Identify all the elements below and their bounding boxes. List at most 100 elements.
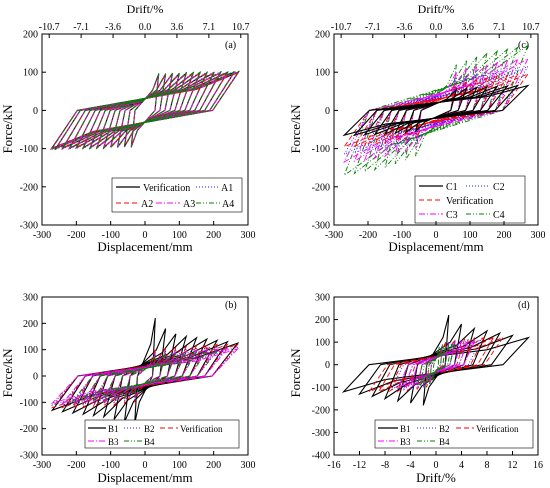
x-tick-label: 4: [459, 460, 464, 471]
hysteresis-loop: [68, 70, 222, 151]
legend-box: [374, 419, 534, 449]
y-tick-label: 200: [23, 319, 38, 330]
panel-label: (c): [518, 40, 529, 51]
y-tick-label: 200: [23, 30, 38, 41]
x-tick-label: -300: [33, 460, 51, 471]
hysteresis-loop: [102, 351, 188, 401]
hysteresis-loop: [123, 73, 167, 148]
legend-text-a3: A3: [183, 199, 195, 210]
y-tick-label: 300: [23, 293, 38, 304]
x-tick-label: 200: [497, 230, 512, 241]
hysteresis-loop: [92, 350, 198, 402]
hysteresis-loop: [61, 343, 229, 409]
x-tick-label: 100: [172, 460, 187, 471]
y-tick-label: 100: [23, 345, 38, 356]
y-axis-title: Force/kN: [0, 104, 15, 154]
hysteresis-loop: [403, 340, 469, 390]
hysteresis-loop: [341, 336, 531, 393]
legend-text-a4: A4: [222, 199, 234, 210]
hysteresis-loop: [425, 341, 447, 388]
hysteresis-loop: [404, 86, 468, 135]
y-tick-label: 0: [33, 372, 38, 383]
hysteresis-loop: [342, 84, 530, 137]
hysteresis-loop: [363, 47, 509, 173]
y-tick-label: 100: [315, 338, 330, 349]
hysteresis-loop: [95, 71, 195, 150]
y-tick-label: 0: [33, 106, 38, 117]
hysteresis-loop: [415, 77, 457, 144]
x-tick-label: -200: [359, 230, 377, 241]
y-tick-label: -100: [20, 398, 38, 409]
x-axis-title: Displacement/mm: [97, 239, 192, 254]
y-tick-label: 0: [325, 106, 330, 117]
y-tick-label: -300: [312, 428, 330, 439]
hysteresis-loop: [102, 345, 188, 407]
y-tick-label: 100: [23, 68, 38, 79]
x-tick-label: 200: [206, 230, 221, 241]
x-tick-label: 200: [206, 460, 221, 471]
x-axis-title: Displacement/mm: [97, 470, 192, 485]
hysteresis-loop: [429, 345, 443, 385]
hysteresis-loop: [92, 349, 198, 403]
plot-area: [50, 70, 240, 151]
hysteresis-loop: [422, 344, 450, 386]
hysteresis-loop: [383, 329, 489, 401]
legend-text-b3: B3: [400, 437, 411, 447]
legend: C1 C2 Verification C3 C4: [414, 175, 526, 224]
x-tick-label: -100: [101, 230, 119, 241]
legend-text-b2: B2: [144, 424, 155, 434]
legend-text-verification: Verification: [143, 183, 190, 194]
hysteresis-loop: [71, 343, 219, 409]
legend-text-b2: B2: [439, 424, 450, 434]
hysteresis-loop: [404, 68, 468, 153]
hysteresis-loop: [363, 59, 509, 162]
y-tick-label: -200: [20, 182, 38, 193]
y-tick-label: 100: [315, 68, 330, 79]
hysteresis-loop: [117, 73, 173, 147]
x-tick-label: -8: [381, 460, 389, 471]
top-tick-label: 7.1: [493, 22, 506, 33]
top-tick-label: -3.6: [396, 22, 412, 33]
legend-text-verification: Verification: [446, 196, 493, 207]
hysteresis-loop: [416, 341, 456, 388]
hysteresis-loop: [81, 350, 209, 402]
x-tick-label: 0: [434, 230, 439, 241]
x-tick-label: -100: [393, 230, 411, 241]
y-tick-label: -300: [20, 451, 38, 462]
top-tick-label: -3.6: [105, 22, 121, 33]
legend-text-b4: B4: [144, 437, 155, 447]
hysteresis-loop: [383, 85, 489, 136]
x-axis-title: Drift/%: [416, 470, 456, 485]
y-tick-label: 200: [315, 315, 330, 326]
panel-label: (a): [225, 40, 236, 51]
x-axis-title: Displacement/mm: [388, 239, 483, 254]
hysteresis-loop: [71, 348, 219, 404]
y-axis-title: Force/kN: [288, 348, 303, 398]
hysteresis-loop: [102, 71, 188, 150]
top-tick-label: 0.0: [139, 22, 152, 33]
legend-text-c1: C1: [446, 182, 458, 193]
y-tick-label: -200: [312, 405, 330, 416]
top-tick-label: -7.1: [365, 22, 381, 33]
hysteresis-loop: [373, 49, 499, 172]
hysteresis-loop: [393, 86, 479, 135]
top-tick-label: 3.6: [461, 22, 474, 33]
hysteresis-loop: [419, 343, 453, 386]
x-tick-label: 0: [143, 230, 148, 241]
hysteresis-loop: [422, 341, 450, 388]
x-tick-label: -300: [33, 230, 51, 241]
hysteresis-loop: [117, 73, 173, 148]
top-tick-label: -7.1: [73, 22, 89, 33]
hysteresis-loop: [61, 70, 229, 151]
x-tick-label: -200: [67, 230, 85, 241]
y-tick-label: -400: [312, 451, 330, 462]
x-tick-label: 0: [143, 460, 148, 471]
hysteresis-loop: [113, 345, 177, 407]
panel-label: (d): [518, 300, 530, 311]
hysteresis-loop: [50, 70, 240, 151]
hysteresis-loop: [81, 337, 209, 416]
hysteresis-loop: [387, 336, 485, 393]
legend-text-c2: C2: [493, 182, 505, 193]
hysteresis-loop: [50, 348, 240, 404]
